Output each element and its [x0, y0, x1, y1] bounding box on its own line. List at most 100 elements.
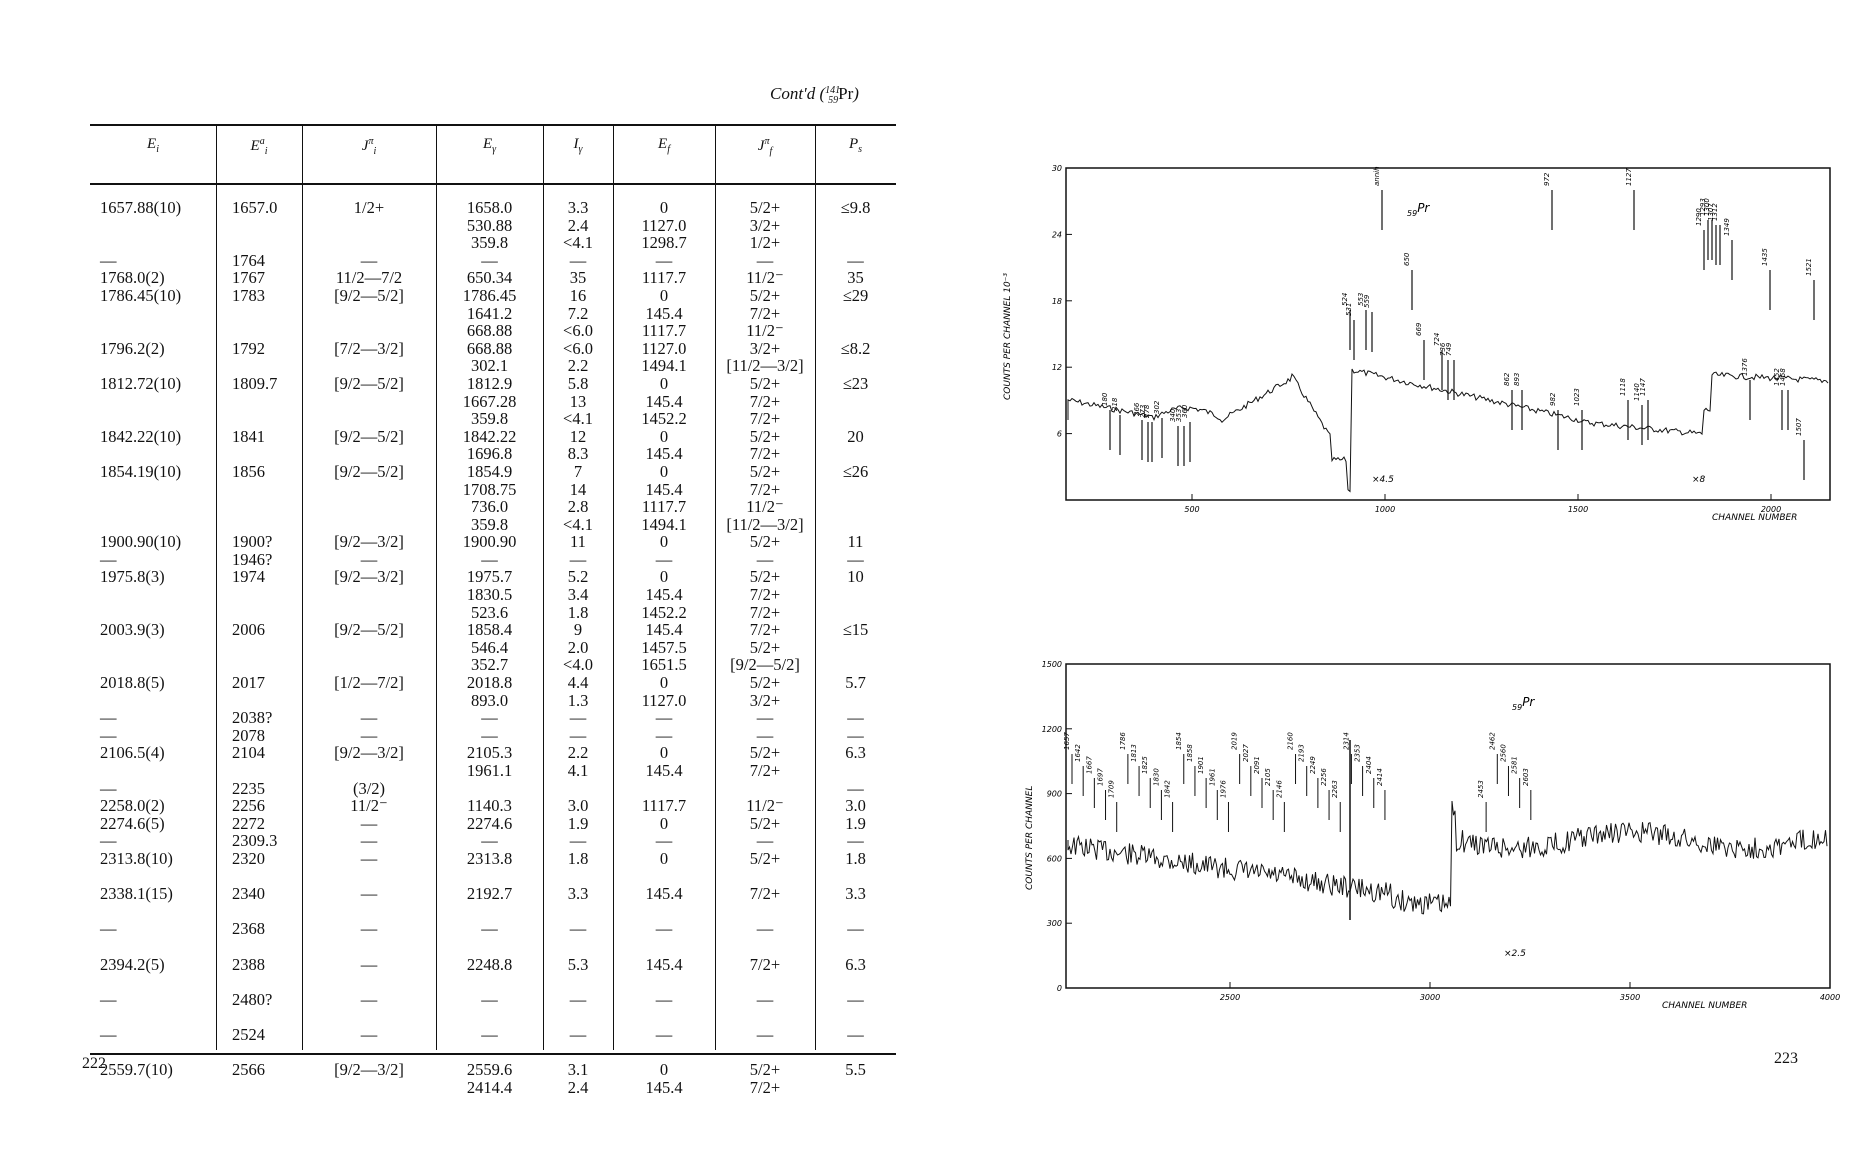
table-cell: 3.0: [567, 796, 589, 816]
table-cell: —: [360, 725, 378, 745]
table-cell: 1786.45(10): [100, 285, 182, 305]
table-cell: [232, 586, 302, 604]
table-cell: 2559.6: [466, 1060, 513, 1080]
col-divider: [436, 125, 437, 1050]
table-cell: 2.4: [567, 1077, 589, 1097]
table-cell: [100, 516, 216, 534]
table-cell: 11/2⁻: [746, 497, 784, 517]
table-cell: 2338.1(15): [100, 884, 173, 904]
table-cell: [302, 639, 436, 657]
table-cell: [302, 938, 436, 956]
y-tick-label: 24: [1052, 230, 1062, 239]
peak-label: 2249: [1309, 756, 1317, 774]
table-cell: 1117.7: [641, 796, 687, 816]
table-cell: 1786.45: [462, 285, 517, 305]
table-cell: 1.8: [567, 602, 589, 622]
table-cell: 6.3: [845, 743, 866, 763]
peak-label: 1435: [1761, 248, 1769, 266]
col-divider: [715, 125, 716, 1050]
table-cell: [815, 938, 896, 956]
table-header-rule: [90, 183, 896, 185]
table-cell: 668.88: [466, 338, 513, 358]
table-cell: 1842.22(10): [100, 426, 182, 446]
table-cell: 1667.28: [462, 391, 517, 411]
table-cell: —: [756, 250, 774, 270]
table-cell: [715, 868, 815, 886]
table-cell: —: [100, 708, 117, 728]
table-cell: —: [847, 919, 864, 939]
table-cell: —: [756, 725, 774, 745]
table-cell: 3/2+: [749, 338, 781, 358]
table-cell: [100, 357, 216, 375]
peak-label: 302: [1153, 400, 1161, 414]
table-cell: 145.4: [645, 620, 683, 640]
table-cell: [100, 604, 216, 622]
table-cell: [815, 639, 896, 657]
table-cell: 2258.0(2): [100, 796, 165, 816]
peak-label: 1507: [1795, 418, 1803, 436]
table-cell: —: [847, 725, 864, 745]
table-cell: 0: [659, 373, 669, 393]
table-cell: 6.3: [845, 954, 866, 974]
table-cell: [232, 322, 302, 340]
table-cell: 3.3: [567, 884, 589, 904]
table-cell: [232, 498, 302, 516]
table-cell: 1658.0: [466, 198, 513, 217]
table-cell: 2078: [232, 725, 265, 745]
table-cell: 2313.8(10): [100, 848, 173, 868]
x-tick-label: 500: [1184, 505, 1199, 514]
table-cell: [436, 938, 543, 956]
table-cell: [100, 586, 216, 604]
table-cell: 2.8: [567, 497, 589, 517]
peak-label: 650: [1403, 252, 1411, 266]
table-cell: 1946?: [232, 549, 273, 569]
peak-label: 1300: [1703, 198, 1711, 216]
table-cell: [815, 1079, 896, 1097]
y-tick-label: 1500: [1042, 660, 1062, 669]
table-cell: [543, 938, 613, 956]
table-cell: [100, 498, 216, 516]
table-cell: [9/2—5/2]: [334, 620, 404, 640]
peak-label: annih: [1373, 166, 1381, 186]
peak-label: 2353: [1354, 744, 1362, 762]
table-cell: 1651.5: [641, 655, 687, 675]
table-cell: [232, 1079, 302, 1097]
table-cell: [302, 234, 436, 252]
table-cell: 145.4: [645, 303, 683, 323]
table-cell: 12: [569, 426, 587, 446]
table-cell: [613, 903, 715, 921]
table-cell: [815, 604, 896, 622]
table-cell: <4.1: [563, 233, 593, 253]
table-cell: [815, 445, 896, 463]
peak-label: 1901: [1197, 756, 1205, 774]
table-cell: [100, 445, 216, 463]
y-tick-label: 18: [1052, 297, 1062, 306]
table-cell: [613, 938, 715, 956]
table-cell: —: [100, 1024, 117, 1044]
table-cell: 1900.90: [462, 532, 517, 552]
table-cell: 1900.90(10): [100, 532, 182, 552]
table-cell: —: [569, 1024, 587, 1044]
col-divider: [216, 125, 217, 1050]
peak-label: 1521: [1805, 258, 1813, 276]
table-cell: 2524: [232, 1024, 265, 1044]
x-tick-label: 1000: [1375, 505, 1395, 514]
table-cell: [100, 762, 216, 780]
peak-label: 2603: [1522, 768, 1530, 786]
x-axis-label: CHANNEL NUMBER: [1662, 1001, 1747, 1011]
peak-label: 1709: [1108, 780, 1116, 798]
table-cell: [100, 481, 216, 499]
x-tick-label: 3000: [1420, 993, 1440, 1002]
table-cell: 5/2+: [749, 373, 781, 393]
table-cell: [715, 973, 815, 991]
table-cell: 2340: [232, 884, 265, 904]
table-cell: 2256: [232, 796, 265, 816]
peak-label: 1376: [1741, 358, 1749, 376]
table-cell: 7/2+: [749, 620, 781, 640]
table-cell: 8.3: [567, 444, 589, 464]
table-cell: [100, 1044, 216, 1062]
table-cell: 1830.5: [466, 585, 513, 605]
table-cell: 2003.9(3): [100, 620, 165, 640]
table-cell: 7/2+: [749, 303, 781, 323]
table-cell: 3/2+: [749, 690, 781, 710]
